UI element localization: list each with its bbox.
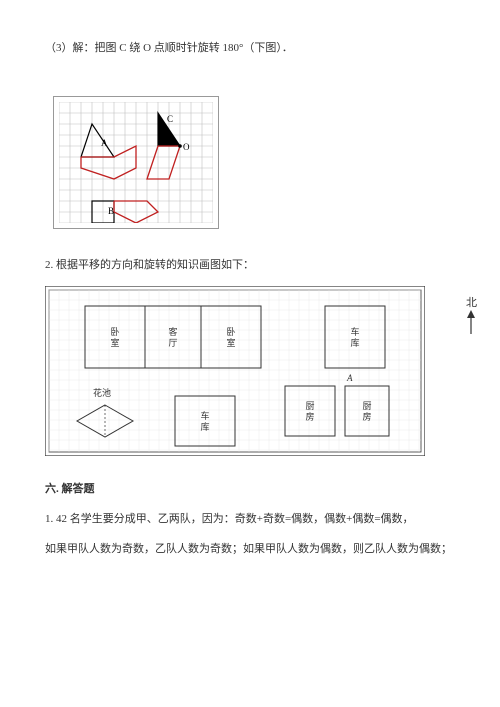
svg-text:A: A — [346, 373, 353, 383]
text: 2. 根据平移的方向和旋转的知识画图如下： — [45, 259, 254, 271]
svg-text:C: C — [167, 114, 173, 124]
svg-text:卧: 卧 — [226, 326, 235, 337]
svg-text:A: A — [101, 138, 108, 148]
text: （3）解：把图 C 绕 O 点顺时针旋转 180°（下图）． — [45, 42, 293, 54]
svg-text:客: 客 — [168, 326, 177, 337]
svg-text:库: 库 — [350, 337, 359, 348]
figure-1-grid-rotation: A B C O — [53, 96, 219, 229]
svg-text:O: O — [183, 142, 190, 152]
paragraph-2-translation: 2. 根据平移的方向和旋转的知识画图如下： — [45, 256, 455, 272]
svg-text:厅: 厅 — [168, 338, 177, 348]
q1-line-1: 1. 42 名学生要分成甲、乙两队，因为：奇数+奇数=偶数，偶数+偶数=偶数， — [45, 510, 455, 526]
svg-text:室: 室 — [110, 337, 119, 348]
north-label: 北 — [466, 297, 477, 309]
figure-2-floorplan: 卧室客厅卧室车库车库厨房厨房花池A 北 — [45, 286, 455, 456]
svg-text:房: 房 — [362, 411, 371, 422]
q1-line-2: 如果甲队人数为奇数，乙队人数为奇数；如果甲队人数为偶数，则乙队人数为偶数； — [45, 540, 455, 556]
svg-text:车: 车 — [200, 410, 209, 421]
text: 六. 解答题 — [45, 483, 95, 495]
figure-2-svg: 卧室客厅卧室车库车库厨房厨房花池A — [45, 286, 425, 456]
svg-text:库: 库 — [200, 421, 209, 432]
svg-text:车: 车 — [350, 326, 359, 337]
text: 1. 42 名学生要分成甲、乙两队，因为：奇数+奇数=偶数，偶数+偶数=偶数， — [45, 513, 414, 525]
svg-text:室: 室 — [226, 337, 235, 348]
section-6-heading: 六. 解答题 — [45, 480, 455, 496]
figure-1-svg: A B C O — [59, 102, 213, 223]
paragraph-3-solution: （3）解：把图 C 绕 O 点顺时针旋转 180°（下图）． — [45, 40, 455, 58]
text: 如果甲队人数为奇数，乙队人数为奇数；如果甲队人数为偶数，则乙队人数为偶数； — [45, 543, 452, 555]
svg-text:花池: 花池 — [93, 387, 111, 398]
north-indicator: 北 — [466, 294, 477, 336]
north-arrow-icon — [466, 310, 476, 336]
svg-text:厨: 厨 — [305, 401, 314, 411]
svg-text:厨: 厨 — [362, 401, 371, 411]
svg-text:B: B — [108, 206, 114, 216]
svg-text:房: 房 — [305, 411, 314, 422]
svg-text:卧: 卧 — [110, 326, 119, 337]
